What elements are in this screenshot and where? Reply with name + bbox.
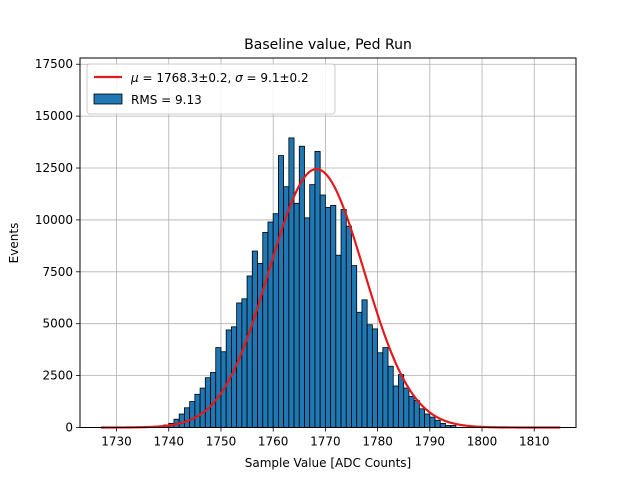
histogram-bar bbox=[262, 231, 269, 428]
histogram-bars bbox=[157, 137, 457, 428]
histogram-bar bbox=[330, 204, 337, 428]
histogram-bar bbox=[189, 401, 196, 428]
histogram-bar bbox=[371, 328, 378, 428]
histogram-bar bbox=[418, 408, 425, 428]
histogram-bar bbox=[439, 422, 446, 428]
histogram-bar bbox=[199, 387, 206, 428]
histogram-bar bbox=[356, 311, 363, 428]
histogram-bar bbox=[361, 299, 368, 428]
histogram-bar bbox=[309, 184, 316, 428]
histogram-bar bbox=[251, 250, 258, 428]
histogram-bar bbox=[298, 145, 305, 428]
histogram-bar bbox=[403, 387, 410, 428]
y-tick-label: 0 bbox=[65, 421, 73, 435]
histogram-bar bbox=[387, 365, 394, 428]
y-tick-label: 7500 bbox=[42, 265, 73, 279]
histogram-bar bbox=[335, 254, 342, 428]
gaussian-fit-curve bbox=[100, 167, 561, 429]
y-axis-label: Events bbox=[7, 223, 21, 264]
histogram-bar bbox=[178, 413, 185, 428]
legend-sigma-symbol: σ bbox=[235, 71, 243, 85]
legend: μ = 1768.3±0.2, σ = 9.1±0.2 RMS = 9.13 bbox=[86, 63, 336, 115]
legend-mu-value: = 1768.3±0.2, bbox=[139, 71, 235, 85]
x-tick-label: 1780 bbox=[362, 435, 393, 449]
histogram-bar bbox=[366, 324, 373, 428]
histogram-bar bbox=[413, 400, 420, 428]
x-tick-label: 1770 bbox=[310, 435, 341, 449]
histogram-bar bbox=[392, 385, 399, 428]
y-tick-label: 5000 bbox=[42, 317, 73, 331]
legend-mu-symbol: μ bbox=[130, 71, 139, 85]
x-axis-label: Sample Value [ADC Counts] bbox=[245, 456, 411, 470]
histogram-bar bbox=[398, 374, 405, 428]
histogram-bar bbox=[215, 347, 222, 428]
histogram-bar bbox=[345, 225, 352, 428]
histogram-bar bbox=[408, 395, 415, 428]
legend-fit-label: μ = 1768.3±0.2, σ = 9.1±0.2 bbox=[130, 71, 309, 85]
chart-title: Baseline value, Ped Run bbox=[244, 37, 412, 53]
x-tick-label: 1730 bbox=[101, 435, 132, 449]
x-tick-label: 1810 bbox=[519, 435, 550, 449]
legend-histogram-label: RMS = 9.13 bbox=[131, 93, 202, 107]
x-tick-label: 1790 bbox=[415, 435, 446, 449]
histogram-bar bbox=[314, 151, 321, 428]
histogram-bar bbox=[293, 202, 300, 428]
histogram-bar bbox=[257, 263, 264, 428]
histogram-bar bbox=[277, 155, 285, 428]
y-tick-label: 10000 bbox=[35, 213, 73, 227]
histogram-bar bbox=[304, 217, 311, 428]
histogram-bar bbox=[204, 377, 211, 428]
x-tick-label: 1800 bbox=[467, 435, 498, 449]
legend-box bbox=[86, 63, 336, 115]
x-tick-label: 1740 bbox=[153, 435, 184, 449]
histogram-bar bbox=[424, 413, 431, 428]
histogram-bar bbox=[319, 194, 326, 428]
histogram-bar bbox=[324, 207, 332, 428]
legend-histogram-swatch bbox=[93, 93, 123, 105]
histogram-bar bbox=[340, 209, 347, 428]
histogram-bar bbox=[241, 298, 248, 428]
y-tick-label: 12500 bbox=[35, 161, 73, 175]
legend-sigma-value: = 9.1±0.2 bbox=[243, 71, 309, 85]
x-axis-ticks: 1730 1740 1750 1760 1770 1780 1790 1800 1810 bbox=[101, 427, 550, 449]
histogram-bar bbox=[382, 347, 389, 428]
plot-frame bbox=[79, 57, 577, 428]
histogram-bar bbox=[231, 326, 238, 428]
y-tick-label: 15000 bbox=[35, 109, 73, 123]
histogram-bar bbox=[351, 265, 358, 428]
y-tick-label: 2500 bbox=[42, 369, 73, 383]
histogram-bar bbox=[288, 137, 295, 428]
x-tick-label: 1750 bbox=[206, 435, 237, 449]
x-tick-label: 1760 bbox=[258, 435, 289, 449]
histogram-bar bbox=[184, 407, 191, 428]
y-tick-label: 17500 bbox=[35, 57, 73, 71]
histogram-bar bbox=[267, 221, 274, 428]
y-axis-ticks: 0 2500 5000 7500 10000 12500 15000 17500 bbox=[35, 57, 80, 435]
histogram-bar bbox=[246, 275, 253, 428]
histogram-bar bbox=[377, 352, 384, 428]
histogram-bar bbox=[429, 416, 436, 428]
histogram-bar bbox=[434, 419, 441, 428]
histogram-bar bbox=[194, 393, 201, 428]
